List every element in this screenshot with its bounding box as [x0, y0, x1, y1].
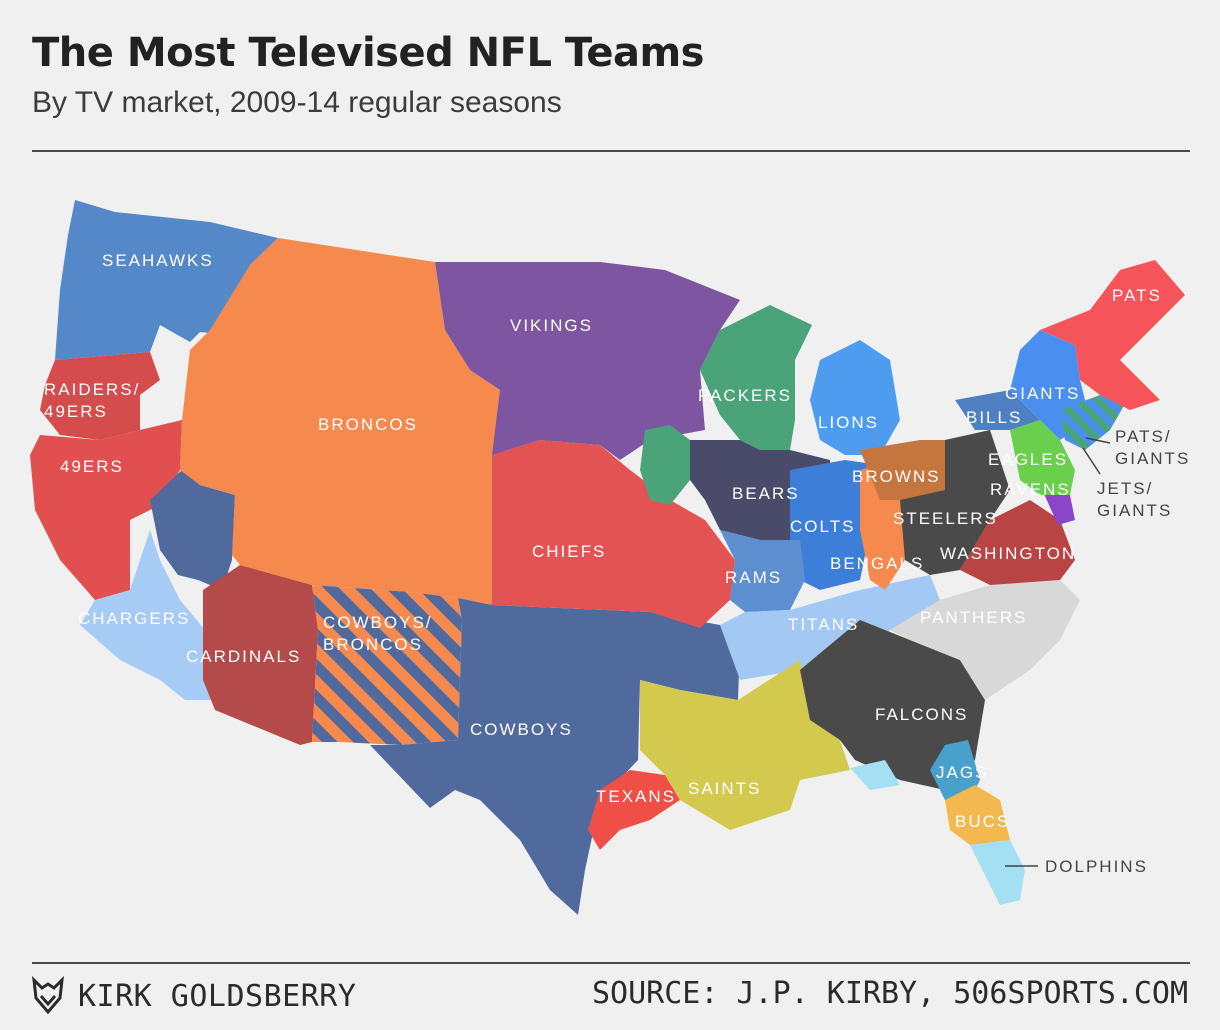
region-nevada-cowboys	[150, 470, 235, 590]
label-texans: TEXANS	[596, 787, 676, 806]
label-pats-giants-2: GIANTS	[1115, 449, 1190, 468]
leader-jets-giants	[1082, 447, 1101, 475]
label-colts: COLTS	[790, 517, 855, 536]
region-titans	[720, 575, 940, 680]
label-dolphins: DOLPHINS	[1045, 857, 1148, 876]
region-saints	[640, 660, 850, 830]
region-dolphins	[970, 840, 1025, 905]
region-pats	[1040, 260, 1185, 410]
region-cowboys	[370, 598, 740, 915]
region-bucs	[945, 785, 1010, 845]
region-steelers	[900, 430, 1010, 575]
label-raiders-49ers-2: 49ERS	[44, 402, 108, 421]
label-packers: PACKERS	[698, 386, 792, 405]
label-broncos: BRONCOS	[318, 415, 418, 434]
region-colts	[790, 460, 880, 590]
leader-pats-giants	[1085, 437, 1111, 444]
region-chiefs	[492, 440, 735, 628]
region-packers	[700, 305, 812, 450]
label-raiders-49ers-1: RAIDERS/	[44, 380, 140, 399]
region-panthers	[890, 580, 1080, 700]
label-bengals: BENGALS	[830, 554, 924, 573]
chart-title: The Most Televised NFL Teams	[32, 30, 704, 76]
chart-subtitle: By TV market, 2009-14 regular seasons	[32, 86, 562, 119]
label-jets-giants-2: GIANTS	[1097, 501, 1172, 520]
label-lions: LIONS	[818, 413, 879, 432]
label-niners: 49ERS	[60, 457, 124, 476]
region-broncos	[180, 238, 505, 605]
label-seahawks: SEAHAWKS	[102, 251, 214, 270]
author-name: KIRK GOLDSBERRY	[78, 978, 357, 1014]
label-chargers: CHARGERS	[78, 609, 190, 628]
region-browns	[860, 440, 945, 500]
region-falcons	[800, 620, 985, 790]
label-browns: BROWNS	[852, 467, 941, 486]
label-falcons: FALCONS	[875, 705, 968, 724]
region-niners	[30, 420, 182, 600]
label-bucs: BUCS	[955, 812, 1010, 831]
label-cowboys-broncos-1: COWBOYS/	[323, 613, 433, 632]
region-chargers	[80, 530, 218, 700]
label-saints: SAINTS	[688, 779, 761, 798]
label-giants: GIANTS	[1005, 384, 1080, 403]
region-texans	[588, 770, 680, 850]
label-cowboys-broncos-2: BRONCOS	[323, 635, 423, 654]
label-pats: PATS	[1112, 286, 1162, 305]
label-cowboys: COWBOYS	[470, 720, 573, 739]
region-rams	[720, 530, 805, 612]
footer-author: KIRK GOLDSBERRY	[32, 976, 356, 1016]
label-eagles: EAGLES	[988, 450, 1068, 469]
region-pats-giants	[1060, 395, 1130, 450]
label-steelers: STEELERS	[893, 509, 998, 528]
label-jags: JAGS	[936, 763, 988, 782]
label-jets-giants-1: JETS/	[1097, 479, 1153, 498]
region-washington	[960, 500, 1075, 585]
label-chiefs: CHIEFS	[532, 542, 606, 561]
label-bears: BEARS	[732, 484, 800, 503]
label-cardinals: CARDINALS	[186, 647, 301, 666]
label-ravens: RAVENS	[990, 480, 1071, 499]
label-titans: TITANS	[788, 615, 859, 634]
label-pats-giants-1: PATS/	[1115, 427, 1172, 446]
region-cardinals	[203, 565, 318, 745]
label-vikings: VIKINGS	[510, 316, 593, 335]
region-packers-w	[640, 425, 690, 505]
region-lions	[810, 340, 900, 455]
header-divider	[32, 150, 1190, 152]
label-bills: BILLS	[966, 408, 1022, 427]
region-vikings	[435, 262, 740, 460]
region-dolphins-panhandle	[850, 760, 900, 790]
region-raiders-49ers	[40, 352, 160, 440]
region-cowboys-broncos	[312, 585, 462, 745]
region-jags	[930, 740, 980, 800]
label-rams: RAMS	[725, 568, 782, 587]
footer-divider	[32, 962, 1190, 964]
label-panthers: PANTHERS	[920, 608, 1027, 627]
region-bills	[955, 390, 1040, 430]
label-washington: WASHINGTON	[940, 544, 1076, 563]
source-credit: SOURCE: J.P. KIRBY, 506SPORTS.COM	[591, 976, 1188, 1011]
fox-logo-icon	[32, 976, 64, 1015]
